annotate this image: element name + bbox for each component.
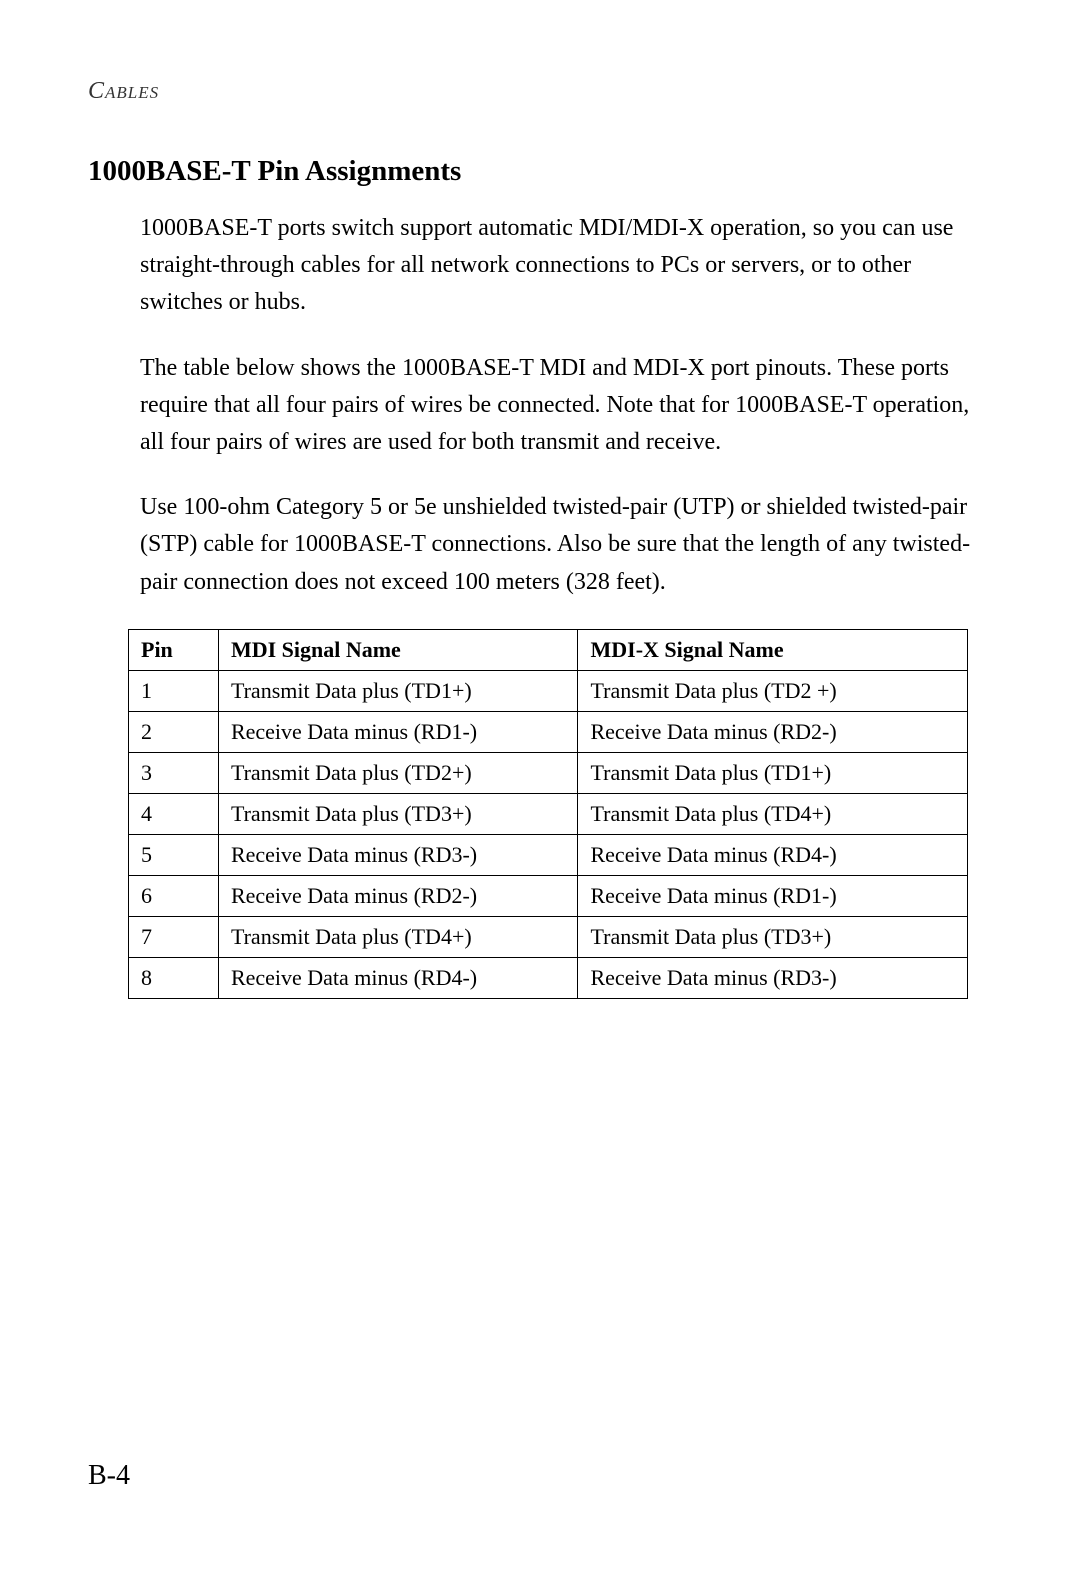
pinout-table: Pin MDI Signal Name MDI-X Signal Name 1 …	[128, 629, 968, 999]
table-row: 1 Transmit Data plus (TD1+) Transmit Dat…	[129, 670, 968, 711]
table-row: 3 Transmit Data plus (TD2+) Transmit Dat…	[129, 752, 968, 793]
paragraph-2: The table below shows the 1000BASE-T MDI…	[140, 350, 992, 462]
cell-mdi: Transmit Data plus (TD4+)	[218, 916, 578, 957]
table-row: 2 Receive Data minus (RD1-) Receive Data…	[129, 711, 968, 752]
cell-mdix: Receive Data minus (RD2-)	[578, 711, 968, 752]
cell-pin: 3	[129, 752, 219, 793]
cell-pin: 7	[129, 916, 219, 957]
table-row: 6 Receive Data minus (RD2-) Receive Data…	[129, 875, 968, 916]
table-row: 7 Transmit Data plus (TD4+) Transmit Dat…	[129, 916, 968, 957]
cell-mdi: Transmit Data plus (TD1+)	[218, 670, 578, 711]
cell-pin: 1	[129, 670, 219, 711]
table-row: 8 Receive Data minus (RD4-) Receive Data…	[129, 957, 968, 998]
col-header-mdi: MDI Signal Name	[218, 629, 578, 670]
cell-mdix: Transmit Data plus (TD2 +)	[578, 670, 968, 711]
cell-mdix: Receive Data minus (RD1-)	[578, 875, 968, 916]
cell-mdi: Receive Data minus (RD3-)	[218, 834, 578, 875]
table-body: 1 Transmit Data plus (TD1+) Transmit Dat…	[129, 670, 968, 998]
cell-mdi: Transmit Data plus (TD2+)	[218, 752, 578, 793]
cell-pin: 2	[129, 711, 219, 752]
cell-mdix: Transmit Data plus (TD1+)	[578, 752, 968, 793]
table-row: 4 Transmit Data plus (TD3+) Transmit Dat…	[129, 793, 968, 834]
content-area: 1000BASE-T Pin Assignments 1000BASE-T po…	[88, 155, 992, 999]
cell-pin: 6	[129, 875, 219, 916]
cell-mdix: Transmit Data plus (TD3+)	[578, 916, 968, 957]
cell-mdix: Receive Data minus (RD3-)	[578, 957, 968, 998]
cell-pin: 4	[129, 793, 219, 834]
paragraph-3: Use 100-ohm Category 5 or 5e unshielded …	[140, 489, 992, 601]
col-header-pin: Pin	[129, 629, 219, 670]
page-header: Cables	[88, 78, 159, 105]
table-row: 5 Receive Data minus (RD3-) Receive Data…	[129, 834, 968, 875]
cell-mdix: Transmit Data plus (TD4+)	[578, 793, 968, 834]
cell-mdi: Transmit Data plus (TD3+)	[218, 793, 578, 834]
cell-mdix: Receive Data minus (RD4-)	[578, 834, 968, 875]
cell-mdi: Receive Data minus (RD1-)	[218, 711, 578, 752]
cell-mdi: Receive Data minus (RD4-)	[218, 957, 578, 998]
page-number: B-4	[88, 1460, 130, 1492]
paragraph-1: 1000BASE-T ports switch support automati…	[140, 210, 992, 322]
cell-pin: 8	[129, 957, 219, 998]
table-header-row: Pin MDI Signal Name MDI-X Signal Name	[129, 629, 968, 670]
col-header-mdix: MDI-X Signal Name	[578, 629, 968, 670]
cell-pin: 5	[129, 834, 219, 875]
section-title: 1000BASE-T Pin Assignments	[88, 155, 992, 188]
cell-mdi: Receive Data minus (RD2-)	[218, 875, 578, 916]
